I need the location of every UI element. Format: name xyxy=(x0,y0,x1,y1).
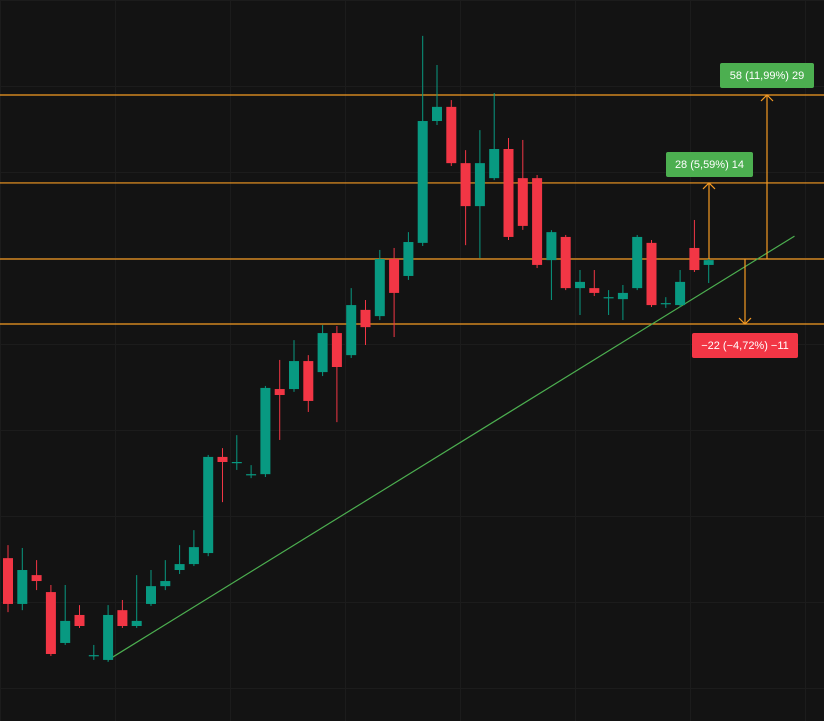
candle-body xyxy=(103,614,114,660)
candle-body xyxy=(417,121,428,243)
candle-body xyxy=(503,149,514,237)
candle-body xyxy=(532,178,543,265)
candle-body xyxy=(346,305,357,356)
candle-body xyxy=(289,361,299,390)
candle-body xyxy=(474,163,485,207)
candle-body xyxy=(589,288,600,293)
candle-body xyxy=(188,547,199,565)
candle-body xyxy=(274,389,285,395)
arrow-head xyxy=(738,317,752,325)
candle-body xyxy=(689,247,700,271)
candle-body xyxy=(432,106,442,122)
candle-body xyxy=(517,178,528,226)
annotation-box xyxy=(720,63,814,88)
candle-body xyxy=(331,333,342,368)
candle-body xyxy=(546,232,557,261)
candle-body xyxy=(389,258,400,293)
candle-body xyxy=(131,620,142,626)
candle-body xyxy=(231,462,242,464)
candle-body xyxy=(374,258,385,317)
candle-body xyxy=(160,581,171,587)
candle-body xyxy=(246,474,257,476)
candle-body xyxy=(317,333,328,373)
candle-body xyxy=(31,575,42,582)
candle-body xyxy=(3,558,13,604)
annotation-box xyxy=(666,152,753,177)
candle-body xyxy=(632,236,643,289)
candle-body xyxy=(660,303,671,305)
candle-body xyxy=(403,242,414,276)
candle-body xyxy=(446,106,457,164)
candle-body xyxy=(74,614,85,626)
candle-body xyxy=(575,281,585,289)
annotation-label: 58 (11,99%) 29 xyxy=(730,70,804,82)
candle-body xyxy=(260,387,271,475)
candle-body xyxy=(146,586,156,604)
annotation-label: 28 (5,59%) 14 xyxy=(675,159,744,171)
candle-body xyxy=(60,620,71,643)
candle-body xyxy=(617,292,628,300)
candle-body xyxy=(203,456,214,554)
annotation-label: −22 (−4,72%) −11 xyxy=(701,340,789,352)
candle-body xyxy=(560,236,571,289)
candle-body xyxy=(88,655,99,657)
candle-body xyxy=(675,281,686,306)
candle-body xyxy=(360,309,371,328)
candle-body xyxy=(303,361,314,401)
annotation-box xyxy=(692,333,798,358)
candle-body xyxy=(217,456,228,463)
candle-body xyxy=(17,570,28,604)
candle-body xyxy=(603,297,614,299)
candle-body xyxy=(174,564,185,571)
candle-body xyxy=(117,610,128,626)
candle-body xyxy=(460,163,471,207)
candle-body xyxy=(646,242,657,306)
arrow-head xyxy=(702,182,716,190)
candle-body xyxy=(45,592,56,654)
trend-line xyxy=(107,235,795,661)
candle-body xyxy=(703,260,714,265)
arrow-head xyxy=(760,94,774,102)
candle-body xyxy=(489,149,500,179)
